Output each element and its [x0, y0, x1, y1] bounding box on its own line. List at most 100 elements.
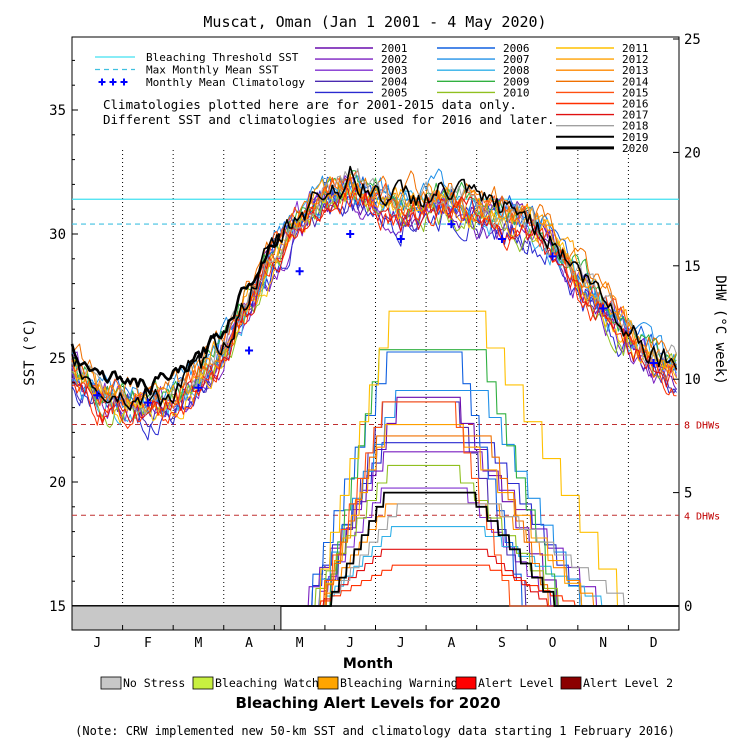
- year-legend-label: 2016: [622, 98, 649, 111]
- x-tick-label: J: [93, 636, 101, 651]
- climatology-marker: [143, 398, 152, 407]
- year-legend-label: 2009: [503, 75, 530, 88]
- note-line-2: Different SST and climatologies are used…: [103, 112, 555, 127]
- alert-legend-label: Alert Level 2: [583, 676, 673, 690]
- x-tick-label: J: [397, 636, 405, 651]
- x-tick-label: A: [245, 636, 253, 651]
- y2-tick-label: 20: [684, 145, 701, 161]
- legend-label: Bleaching Threshold SST: [146, 51, 299, 64]
- dhw-series: [72, 310, 679, 607]
- dhw-threshold-label: 4 DHWs: [684, 511, 720, 522]
- y2-tick-label: 25: [684, 32, 701, 48]
- climatology-marker: [245, 346, 254, 355]
- climatology-marker: [447, 220, 456, 229]
- alert-legend-label: Bleaching Warning: [340, 676, 458, 690]
- climatology-marker: [295, 267, 304, 276]
- y2-tick-label: 0: [684, 599, 692, 615]
- legend-label: Max Monthly Mean SST: [146, 64, 279, 77]
- year-legend-label: 2007: [503, 53, 530, 66]
- climatology-marker: [396, 234, 405, 243]
- dhw-line-2006: [72, 351, 679, 607]
- y-tick-label: 30: [49, 227, 66, 243]
- climatology-marker: [649, 358, 658, 367]
- y2-tick-label: 15: [684, 259, 701, 275]
- x-tick-label: M: [296, 636, 304, 651]
- y-tick-label: 15: [49, 599, 66, 615]
- y2-tick-label: 5: [684, 486, 692, 502]
- dhw-line-2011: [72, 310, 679, 607]
- year-legend-label: 2004: [381, 75, 408, 88]
- sst-line-2016: [71, 190, 677, 429]
- alert-legend-swatch: [317, 676, 339, 690]
- year-legend-label: 2008: [503, 64, 530, 77]
- alert-bar-no-stress: [71, 605, 282, 631]
- legend-swatch-climatology: [120, 78, 128, 86]
- year-legend-label: 2001: [381, 42, 408, 55]
- climatology-marker: [194, 383, 203, 392]
- alert-legend-label: Alert Level 1: [478, 676, 568, 690]
- year-legend-label: 2015: [622, 86, 649, 99]
- alert-legend-label: No Stress: [123, 676, 185, 690]
- x-tick-label: A: [447, 636, 455, 651]
- alert-level-legend: No Stress Bleaching Watch Bleaching Warnin…: [100, 676, 673, 690]
- chart-title: Muscat, Oman (Jan 1 2001 - 4 May 2020): [203, 13, 546, 31]
- year-legend-label: 2020: [622, 142, 649, 155]
- dhw-line-2008: [72, 526, 679, 607]
- x-tick-label: O: [549, 636, 557, 651]
- year-legend-label: 2012: [622, 53, 649, 66]
- dhw-line-2019: [72, 491, 679, 607]
- footnote: (Note: CRW implemented new 50-km SST and…: [75, 724, 675, 738]
- dhw-line-2002: [72, 451, 679, 607]
- x-tick-label: N: [599, 636, 607, 651]
- climatology-marker: [346, 230, 355, 238]
- x-tick-label: S: [498, 636, 506, 651]
- y-tick-label: 35: [49, 103, 66, 119]
- monthly-mean-climatology-markers: [93, 220, 658, 407]
- dhw-line-2007: [72, 389, 679, 607]
- alert-legend-swatch: [192, 676, 214, 690]
- legend-swatch-climatology: [109, 78, 117, 86]
- year-legend-label: 2002: [381, 53, 408, 66]
- sst-line-2020: [70, 233, 281, 396]
- year-legend-label: 2006: [503, 42, 530, 55]
- year-legend-label: 2011: [622, 42, 649, 55]
- sst-line-2018: [71, 168, 677, 416]
- sst-line-2005: [71, 190, 677, 441]
- alert-legend-swatch: [100, 676, 122, 690]
- alert-legend-swatch: [560, 676, 582, 690]
- x-tick-label: D: [650, 636, 658, 651]
- year-legend-label: 2003: [381, 64, 408, 77]
- year-legend-label: 2014: [622, 75, 649, 88]
- climatology-marker: [548, 252, 557, 261]
- sst-line-2010: [71, 188, 677, 428]
- climatology-marker: [497, 234, 506, 243]
- year-legend-label: 2017: [622, 109, 649, 122]
- sst-series: [70, 165, 678, 441]
- year-legend-label: 2005: [381, 86, 408, 99]
- dhw-threshold-label: 8 DHWs: [684, 421, 720, 432]
- alert-legend-swatch: [455, 676, 477, 690]
- y2-axis-label: DHW (°C week): [712, 275, 728, 385]
- alert-level-bar: [71, 605, 282, 631]
- dhw-line-2017: [72, 548, 679, 607]
- year-legend-label: 2019: [622, 131, 649, 144]
- x-tick-label: M: [195, 636, 203, 651]
- y-axis-label: SST (°C): [22, 318, 38, 385]
- dhw-line-2018: [72, 503, 679, 607]
- climatology-marker: [93, 391, 102, 400]
- dhw-line-2015: [72, 401, 679, 607]
- year-legend-label: 2013: [622, 64, 649, 77]
- dhw-line-2016: [72, 564, 679, 607]
- legend-swatch-climatology: [98, 78, 106, 86]
- y2-tick-label: 10: [684, 372, 701, 388]
- climatology-marker: [599, 304, 608, 313]
- alert-legend-title: Bleaching Alert Levels for 2020: [235, 694, 500, 712]
- axes: J F M A M J J A S O N D 15 20 25 30 35 0 5 10 15 20 25: [49, 32, 701, 651]
- y-tick-label: 20: [49, 475, 66, 491]
- sst-line-2004: [71, 186, 677, 428]
- y-tick-label: 25: [49, 351, 66, 367]
- sst-line-2012: [71, 176, 677, 418]
